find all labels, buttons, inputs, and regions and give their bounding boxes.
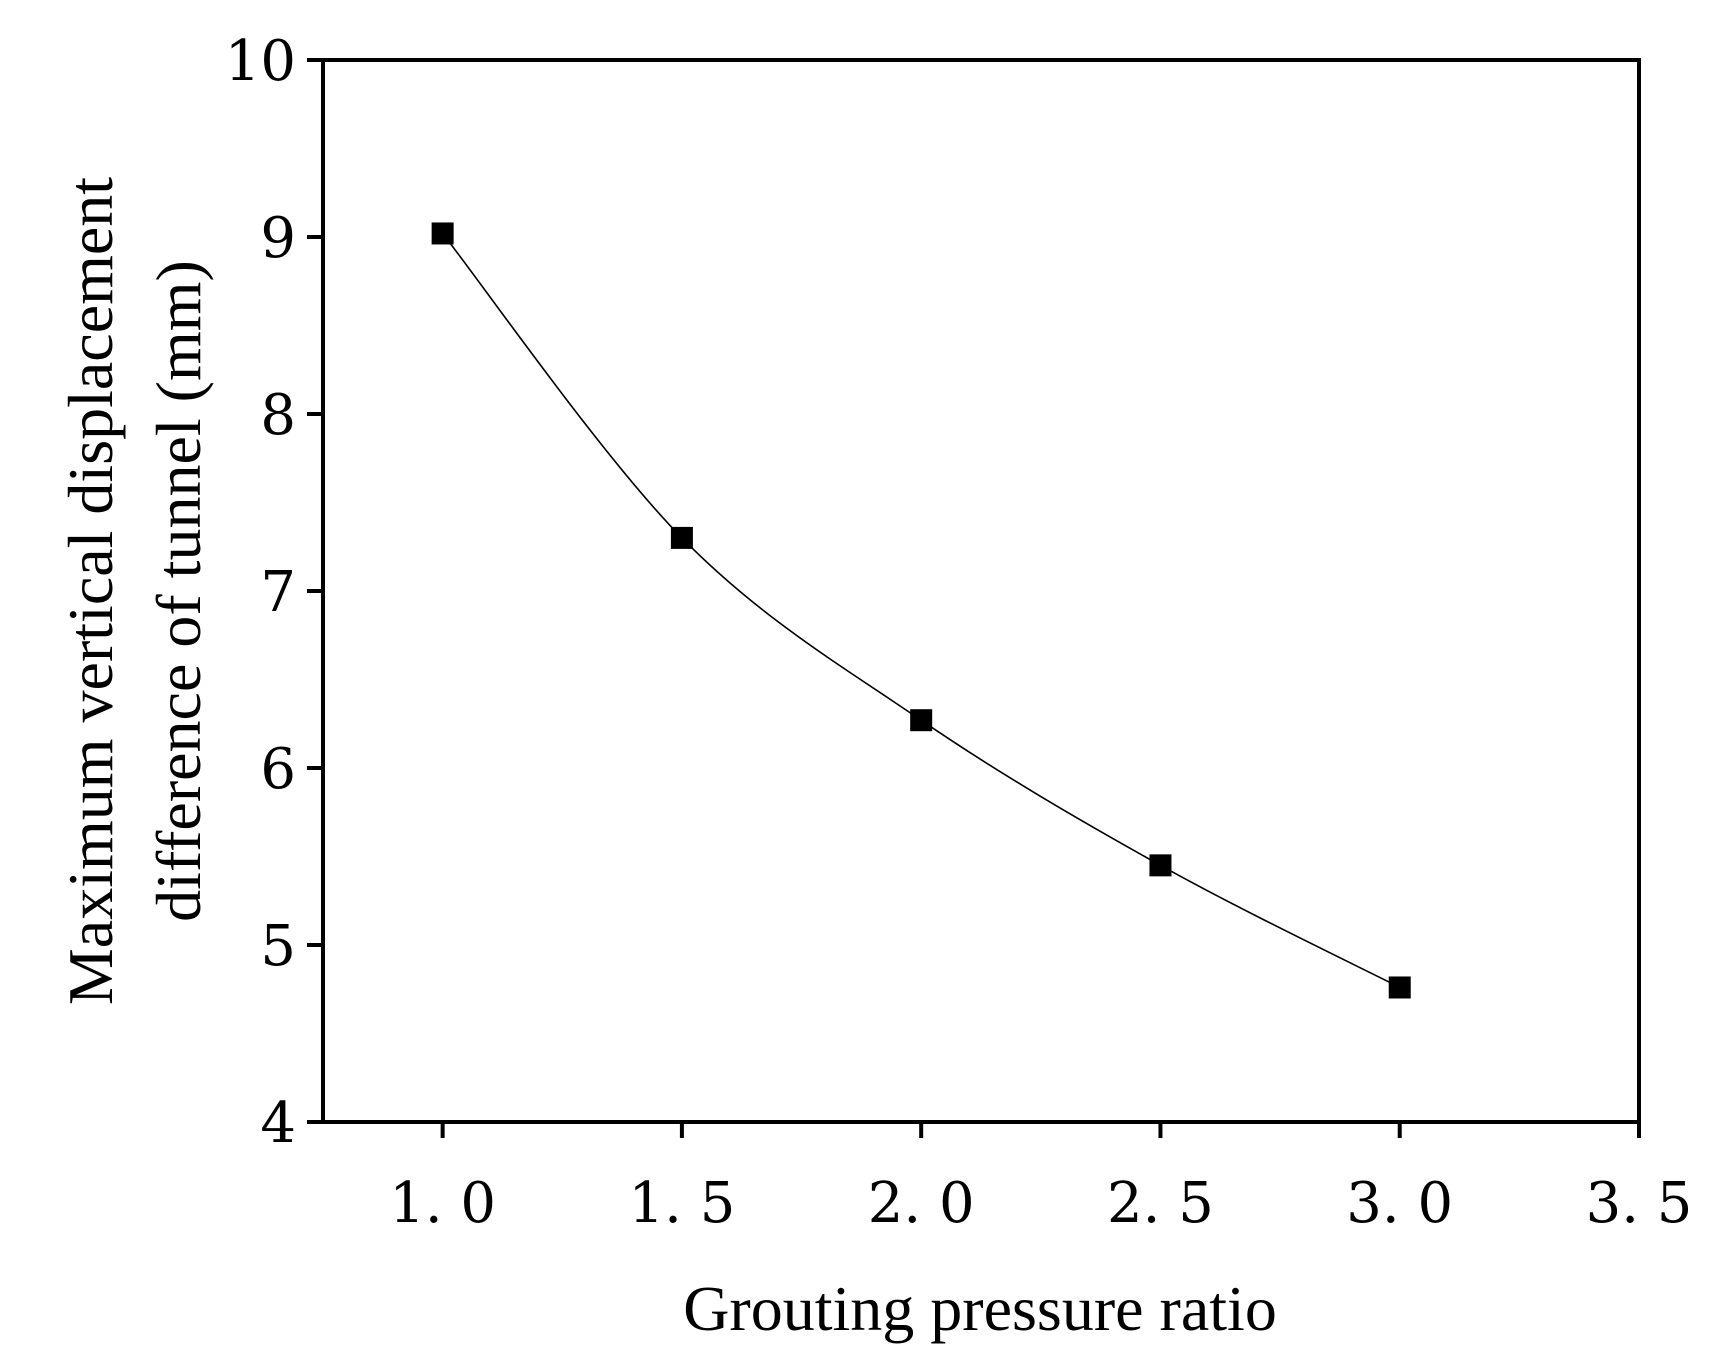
y-tick-label: 4 xyxy=(260,1091,296,1156)
plot-frame xyxy=(321,58,1641,1124)
x-axis-ticks: 1. 0 1. 5 2. 0 2. 5 3. 0 3. 5 xyxy=(389,1122,1692,1236)
series-line xyxy=(442,232,1401,989)
series-markers xyxy=(431,222,1411,999)
x-tick-label: 1. 5 xyxy=(628,1171,735,1236)
x-axis-title: Grouting pressure ratio xyxy=(683,1273,1277,1344)
x-tick-label: 1. 0 xyxy=(389,1171,496,1236)
y-tick-label: 8 xyxy=(260,383,296,448)
data-point-marker xyxy=(910,709,933,732)
x-tick-label: 3. 0 xyxy=(1346,1171,1453,1236)
y-axis-title-line-2: difference of tunnel (mm) xyxy=(143,260,214,922)
y-axis-title-line-1: Maximum vertical displacement xyxy=(55,177,126,1005)
y-tick-label: 5 xyxy=(260,914,296,979)
y-tick-label: 10 xyxy=(225,29,296,94)
data-point-marker xyxy=(1388,976,1411,999)
data-point-marker xyxy=(670,526,693,549)
y-tick-label: 6 xyxy=(260,737,296,802)
y-tick-label: 9 xyxy=(260,206,296,271)
y-tick-label: 7 xyxy=(260,560,296,625)
data-point-marker xyxy=(431,222,454,245)
x-tick-label: 2. 0 xyxy=(868,1171,975,1236)
y-axis-ticks: 4 5 6 7 8 9 10 xyxy=(225,29,323,1156)
x-tick-label: 3. 5 xyxy=(1586,1171,1693,1236)
data-point-marker xyxy=(1149,854,1172,877)
x-tick-label: 2. 5 xyxy=(1107,1171,1214,1236)
